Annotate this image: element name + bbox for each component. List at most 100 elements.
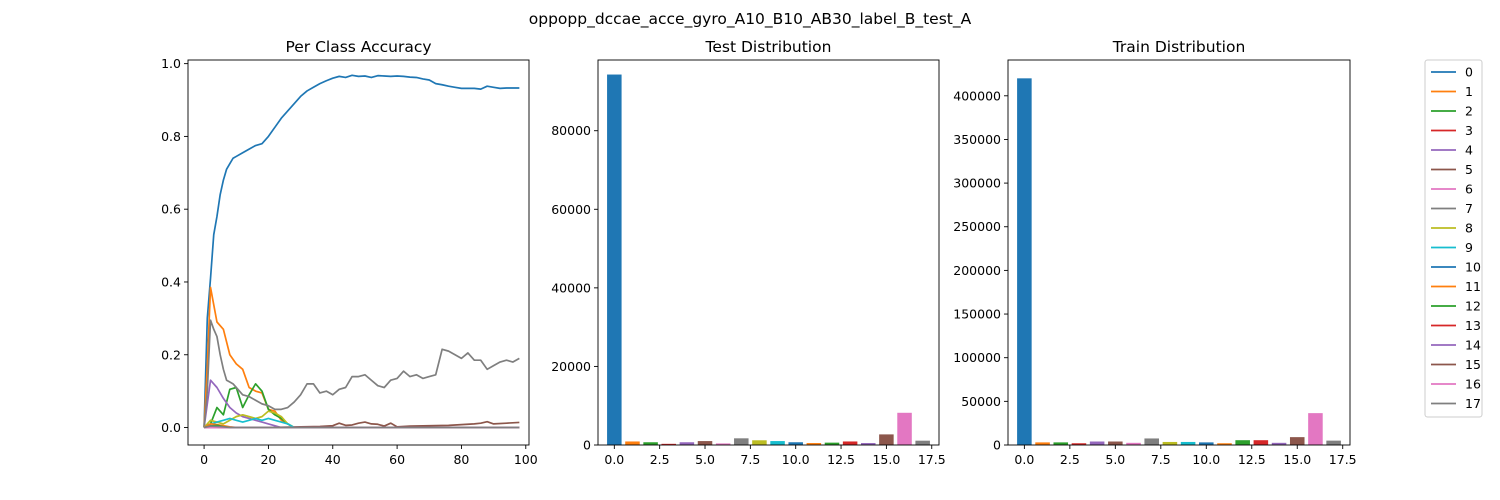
y-tick-label: 300000 [953,176,1001,191]
y-tick-label: 60000 [551,202,591,217]
y-tick-label: 200000 [953,263,1001,278]
bar-class-1 [1035,442,1050,445]
bar-class-15 [1289,437,1305,445]
panel-per-class-accuracy: Per Class Accuracy 0 20 40 60 80 100 0.0 0.2 0.4 0… [161,38,538,467]
legend-label-7: 7 [1465,201,1473,216]
series-line-1 [203,286,301,429]
bar-class-14 [861,443,876,445]
legend-label-1: 1 [1465,84,1473,99]
x-tick-label: 60 [389,452,405,467]
bar-class-13 [1253,440,1269,445]
x-tick-label: 2.5 [650,452,670,467]
legend-label-2: 2 [1465,104,1473,119]
legend-label-8: 8 [1465,221,1473,236]
x-tick-label: 20 [260,452,276,467]
y-tick-label: 0 [583,438,591,453]
bar-class-5 [697,441,713,445]
plot-area [203,74,520,429]
y-tick-label: 0.6 [161,202,181,217]
x-tick-label: 100 [514,452,538,467]
bar-class-0 [607,74,622,445]
bar-class-2 [1053,442,1069,445]
x-tick-label: 2.5 [1060,452,1080,467]
series-line-0 [203,74,520,428]
x-tick-label: 12.5 [827,452,855,467]
axes-frame [187,59,530,446]
x-tick-label: 0.0 [604,452,624,467]
bar-class-5 [1108,441,1123,445]
x-tick-label: 17.5 [1329,452,1357,467]
bar-class-7 [734,438,749,445]
bar-class-9 [1180,441,1196,445]
x-tick-label: 7.5 [1151,452,1171,467]
bar-class-10 [788,442,803,445]
bar-class-2 [643,442,658,445]
legend-label-15: 15 [1465,357,1481,372]
y-tick-label: 0.0 [161,420,181,435]
legend-label-11: 11 [1465,279,1481,294]
y-tick-label: 1.0 [161,56,181,71]
y-tick-label: 20000 [551,359,591,374]
series-line-4 [203,379,301,429]
legend-label-0: 0 [1465,65,1473,80]
y-tick-label: 150000 [953,307,1001,322]
bar-class-11 [1217,443,1232,445]
panel-train-distribution: Train Distribution 0.0 2.5 5.0 7.5 10.0 12.5 15… [953,38,1356,467]
bar-class-3 [1071,443,1087,445]
legend-label-14: 14 [1465,338,1481,353]
x-tick-label: 17.5 [918,452,946,467]
chart-title: Train Distribution [1112,38,1246,56]
bar-class-6 [715,443,731,445]
bar-class-16 [897,412,912,445]
legend-label-16: 16 [1465,377,1481,392]
legend-label-4: 4 [1465,143,1473,158]
chart-title: Per Class Accuracy [285,38,431,56]
bar-class-1 [625,441,640,445]
legend-label-6: 6 [1465,182,1473,197]
x-tick-label: 5.0 [1105,452,1125,467]
series-line-17 [203,425,520,429]
bar-class-15 [879,434,894,445]
bar-class-10 [1199,442,1214,445]
legend-label-12: 12 [1465,299,1481,314]
legend-label-10: 10 [1465,260,1481,275]
bar-class-6 [1126,442,1141,445]
x-tick-label: 15.0 [872,452,900,467]
y-tick-label: 0 [993,438,1001,453]
bar-class-4 [1089,441,1105,445]
series-line-8 [203,410,301,429]
bar-class-14 [1271,442,1287,445]
bar-class-12 [824,442,840,445]
y-tick-label: 0.2 [161,347,181,362]
bar-class-3 [661,443,676,445]
y-tick-label: 80000 [551,123,591,138]
x-tick-label: 0 [200,452,208,467]
bar-class-4 [679,442,695,445]
y-tick-label: 0.4 [161,274,181,289]
axes-frame [1007,59,1351,446]
plot-area [607,74,930,445]
legend-label-13: 13 [1465,318,1481,333]
y-tick-label: 100000 [953,350,1001,365]
bar-class-13 [842,441,858,445]
x-tick-label: 80 [453,452,469,467]
series-line-9 [203,417,301,429]
x-tick-label: 0.0 [1014,452,1034,467]
axes-frame [597,59,940,446]
x-tick-label: 10.0 [1192,452,1220,467]
y-tick-label: 0.8 [161,129,181,144]
x-tick-label: 10.0 [782,452,810,467]
x-tick-label: 40 [325,452,341,467]
legend-label-3: 3 [1465,123,1473,138]
bar-class-12 [1235,440,1250,445]
figure-suptitle: oppopp_dccae_acce_gyro_A10_B10_AB30_labe… [529,10,972,29]
bar-class-17 [1326,440,1341,445]
y-tick-label: 250000 [953,219,1001,234]
y-tick-label: 40000 [551,280,591,295]
legend-label-5: 5 [1465,162,1473,177]
y-tick-label: 50000 [961,394,1001,409]
x-tick-label: 7.5 [740,452,760,467]
bar-class-9 [770,441,785,445]
